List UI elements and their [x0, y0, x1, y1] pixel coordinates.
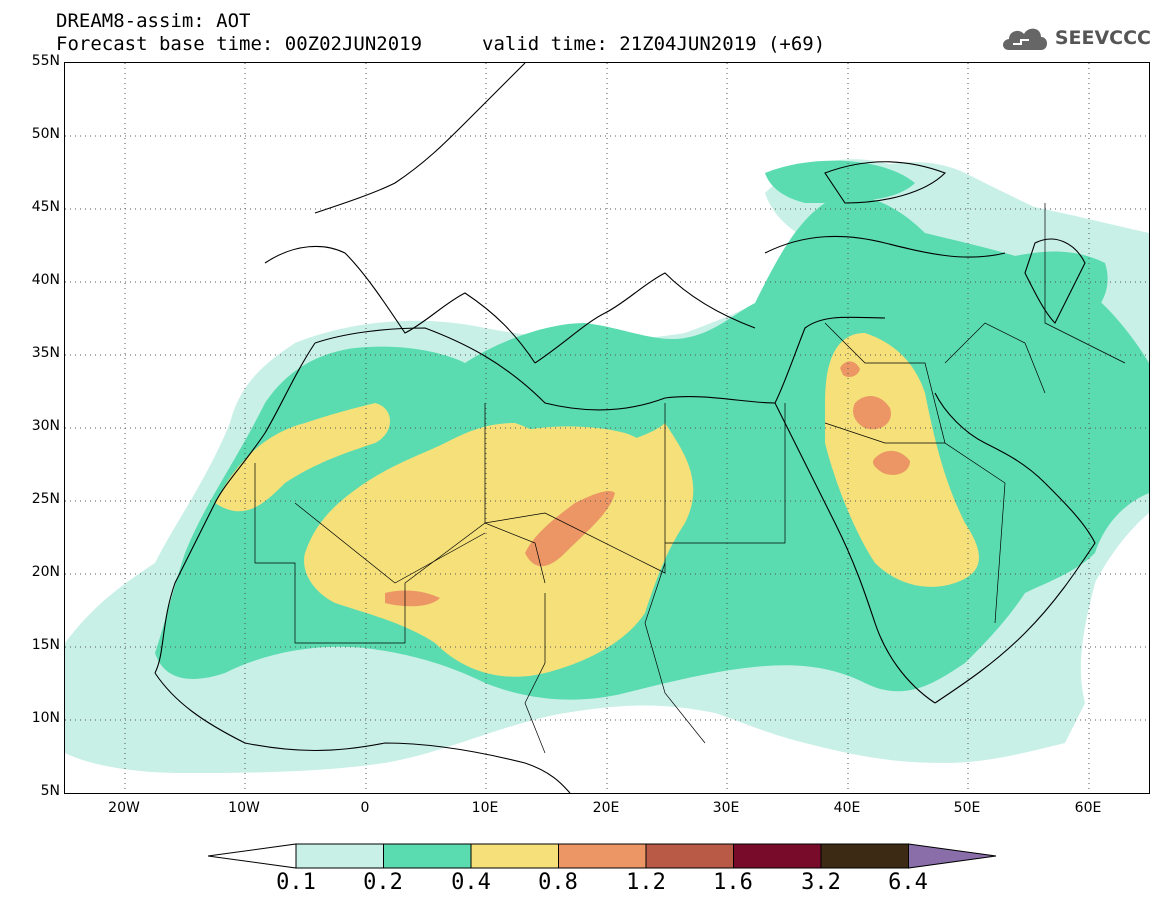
colorbar-swatch: [645, 843, 734, 869]
lat-label: 45N: [31, 199, 60, 215]
colorbar-label: 0.8: [538, 870, 578, 895]
lon-label: 50E: [953, 800, 981, 816]
graticule: [65, 63, 1149, 793]
seevccc-logo: SEEVCCC: [999, 24, 1151, 52]
coastlines: [154, 63, 1096, 793]
country-borders: [254, 203, 1126, 754]
aot-map: [65, 63, 1149, 793]
colorbar-label: 0.4: [451, 870, 491, 895]
lon-label: 40E: [833, 800, 861, 816]
colorbar-swatch: [208, 843, 297, 869]
valid-time: valid time: 21Z04JUN2019 (+69): [482, 33, 826, 55]
colorbar-swatch: [295, 843, 384, 869]
aot-contour-0.8-mali: [385, 590, 440, 607]
lat-label: 25N: [31, 491, 60, 507]
colorbar-swatch: [383, 843, 472, 869]
aot-contour-0.2-caucasus: [765, 160, 915, 203]
lat-label: 10N: [31, 710, 60, 726]
lon-label: 30E: [712, 800, 740, 816]
lon-label: 10W: [228, 800, 260, 816]
colorbar-label: 3.2: [801, 870, 841, 895]
colorbar-label: 0.1: [276, 870, 316, 895]
colorbar-label: 6.4: [888, 870, 928, 895]
cloud-icon: [1002, 28, 1047, 50]
map-area: [64, 62, 1150, 794]
lon-label: 20E: [592, 800, 620, 816]
colorbar-swatch: [558, 843, 647, 869]
aot-contour-0.8-syria: [840, 361, 860, 377]
aot-contour-0.4-libya: [481, 426, 656, 491]
lon-label: 60E: [1074, 800, 1102, 816]
aot-contour-0.2-caspian: [985, 251, 1108, 323]
map-title: DREAM8-assim: AOT: [56, 10, 251, 32]
colorbar-label: 0.2: [363, 870, 403, 895]
lat-label: 50N: [31, 126, 60, 142]
lat-label: 40N: [31, 272, 60, 288]
lon-label: 10E: [471, 800, 499, 816]
colorbar-swatch: [470, 843, 559, 869]
lat-label: 35N: [31, 345, 60, 361]
colorbar-swatch: [908, 843, 997, 869]
aot-contour-0.8-iraq: [853, 396, 891, 430]
colorbar-label: 1.2: [626, 870, 666, 895]
lat-label: 15N: [31, 637, 60, 653]
logo-text: SEEVCCC: [1054, 27, 1151, 49]
aot-contour-0.4-west: [215, 403, 390, 512]
aot-contour-0.8-saudi: [872, 450, 910, 475]
lat-label: 20N: [31, 564, 60, 580]
lat-label: 5N: [40, 783, 60, 799]
lat-label: 55N: [31, 53, 60, 69]
colorbar-label: 1.6: [713, 870, 753, 895]
forecast-base-time: Forecast base time: 00Z02JUN2019: [56, 33, 423, 55]
lon-label: 20W: [108, 800, 140, 816]
colorbar-swatch: [820, 843, 909, 869]
colorbar-swatch: [733, 843, 822, 869]
lat-label: 30N: [31, 418, 60, 434]
lon-label: 0: [360, 800, 370, 816]
aot-contour-0.8-sahara: [525, 491, 615, 567]
colorbar: [208, 843, 997, 869]
